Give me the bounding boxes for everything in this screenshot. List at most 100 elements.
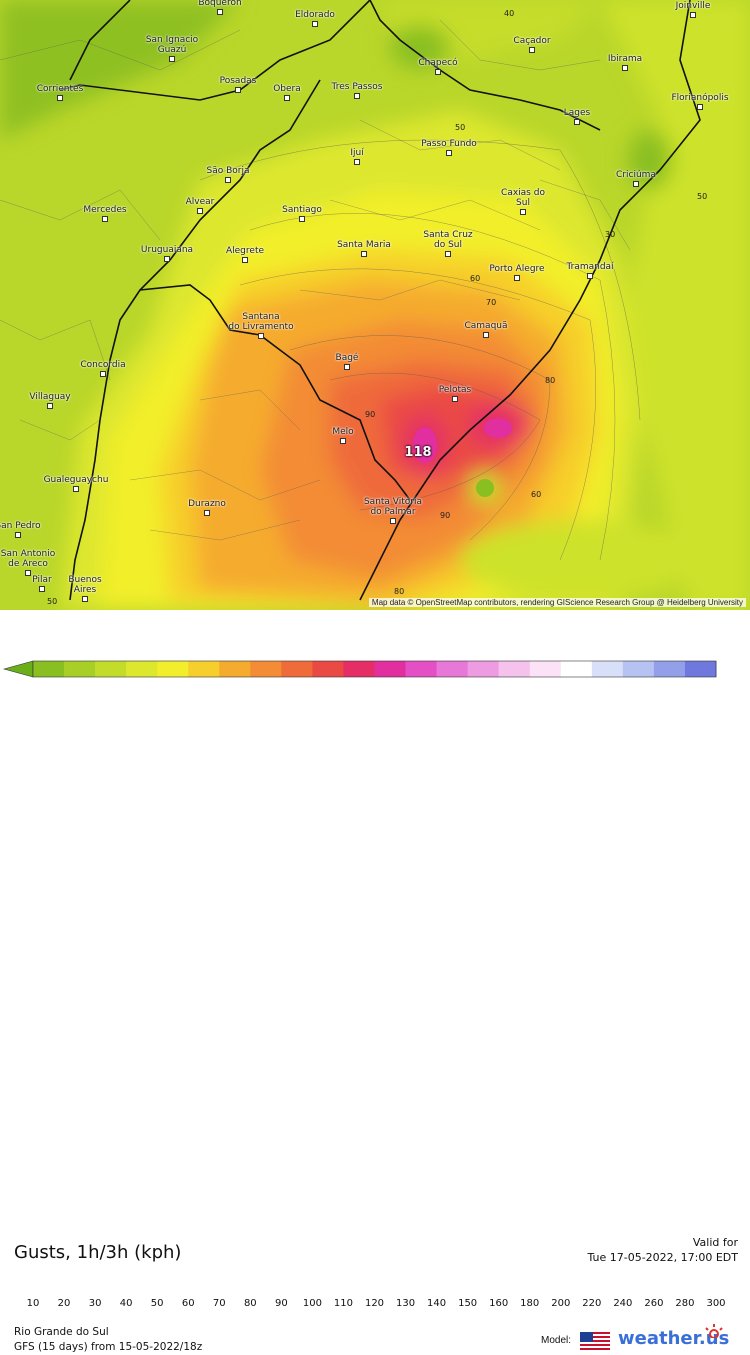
scale-swatch xyxy=(126,661,158,677)
city-label: Criciúma xyxy=(616,170,656,180)
city-label: Obera xyxy=(273,84,301,94)
city-marker xyxy=(587,273,593,279)
scale-tick-label: 180 xyxy=(520,1298,540,1309)
city-marker xyxy=(102,216,108,222)
city-label: Chapecó xyxy=(418,58,458,68)
scale-border xyxy=(32,660,717,678)
city-label: Tramandaí xyxy=(566,262,614,272)
city-marker xyxy=(82,596,88,602)
city-label: Corrientes xyxy=(36,84,84,94)
scale-swatch xyxy=(188,661,220,677)
city-marker xyxy=(622,65,628,71)
city-marker xyxy=(574,119,580,125)
city-label: São Borja xyxy=(206,166,250,176)
scale-swatch xyxy=(436,661,469,677)
scale-swatch xyxy=(560,661,593,677)
city-marker xyxy=(57,95,63,101)
contour-label: 60 xyxy=(470,274,481,283)
city-marker xyxy=(73,486,79,492)
scale-tick-label: 160 xyxy=(489,1298,509,1309)
city-marker xyxy=(344,364,350,370)
scale-tick-label: 280 xyxy=(675,1298,695,1309)
scale-tick-label: 240 xyxy=(613,1298,633,1309)
city-label: Alegrete xyxy=(225,246,265,256)
city-label: Santiago xyxy=(282,205,322,215)
city-label: Uruguaiana xyxy=(140,245,194,255)
sun-logo-icon xyxy=(705,1324,723,1338)
city-marker xyxy=(299,216,305,222)
scale-tick-label: 50 xyxy=(150,1298,164,1309)
city-label: Lages xyxy=(563,108,591,118)
city-marker xyxy=(390,518,396,524)
scale-tick-label: 20 xyxy=(57,1298,71,1309)
contour-label: 40 xyxy=(504,9,515,18)
city-label: Posadas xyxy=(219,76,257,86)
city-label: Tres Passos xyxy=(331,82,383,92)
city-label: San Ignacio Guazú xyxy=(145,35,199,55)
city-marker xyxy=(225,177,231,183)
scale-tick-label: 120 xyxy=(364,1298,385,1309)
chart-title: Gusts, 1h/3h (kph) xyxy=(14,1242,182,1263)
scale-tick-label: 220 xyxy=(582,1298,602,1309)
contour-label: 90 xyxy=(440,511,451,520)
gust-bands xyxy=(0,0,750,610)
scale-swatch xyxy=(157,661,189,677)
contour-label: 90 xyxy=(365,410,376,419)
city-label: Pelotas xyxy=(438,385,472,395)
city-marker xyxy=(514,275,520,281)
scale-swatch xyxy=(684,661,717,677)
city-marker xyxy=(520,209,526,215)
scale-swatch xyxy=(250,661,282,677)
contour-label: 50 xyxy=(697,192,708,201)
scale-swatch xyxy=(374,661,407,677)
city-marker xyxy=(100,371,106,377)
contour-label: 60 xyxy=(531,490,542,499)
scale-tick-label: 100 xyxy=(302,1298,322,1309)
city-label: Boqueron xyxy=(198,0,242,8)
scale-tick-label: 110 xyxy=(333,1298,353,1309)
scale-swatch xyxy=(95,661,127,677)
city-marker xyxy=(529,47,535,53)
city-label: Alvear xyxy=(185,197,215,207)
us-flag-icon[interactable] xyxy=(580,1332,610,1350)
model-run: GFS (15 days) from 15-05-2022/18z xyxy=(14,1341,203,1353)
scale-swatch xyxy=(405,661,438,677)
scale-tick-label: 300 xyxy=(706,1298,726,1309)
city-marker xyxy=(452,396,458,402)
scale-swatch xyxy=(467,661,500,677)
city-label: Villaguay xyxy=(29,392,71,402)
scale-swatch xyxy=(219,661,251,677)
city-label: Caxias do Sul xyxy=(501,188,545,208)
city-label: Florianópolis xyxy=(671,93,729,103)
city-label: Camaquã xyxy=(464,321,508,331)
city-marker xyxy=(690,12,696,18)
contour-label: 50 xyxy=(47,597,58,606)
scale-swatch xyxy=(343,661,375,677)
scale-tick-label: 90 xyxy=(274,1298,288,1309)
gust-map[interactable]: Boqueron Eldorado Joinville San Ignacio Guaz… xyxy=(0,0,750,610)
contour-label: 70 xyxy=(486,298,497,307)
city-label: Gualeguaychu xyxy=(43,475,109,485)
peak-core xyxy=(413,427,437,463)
city-marker xyxy=(164,256,170,262)
map-attribution[interactable]: Map data © OpenStreetMap contributors, r… xyxy=(368,598,746,607)
valid-label: Valid for xyxy=(692,1236,738,1249)
peak-gust-value: 118 xyxy=(404,445,432,460)
city-label: Santa Vitória do Palmar xyxy=(363,497,423,517)
city-marker xyxy=(15,532,21,538)
scale-swatch xyxy=(498,661,531,677)
scale-tick-label: 30 xyxy=(88,1298,102,1309)
city-marker xyxy=(242,257,248,263)
city-label: Concordia xyxy=(80,360,126,370)
scale-tick-label: 40 xyxy=(119,1298,133,1309)
city-label: Ibirama xyxy=(607,54,643,64)
scale-swatch xyxy=(653,661,686,677)
city-label: Eldorado xyxy=(295,10,335,20)
city-marker xyxy=(483,332,489,338)
city-marker xyxy=(354,159,360,165)
city-marker xyxy=(25,570,31,576)
city-label: Ijuí xyxy=(350,148,364,158)
city-label: Santana do Livramento xyxy=(228,312,294,332)
calm-eye xyxy=(476,479,494,497)
color-scale-bar xyxy=(2,660,717,678)
